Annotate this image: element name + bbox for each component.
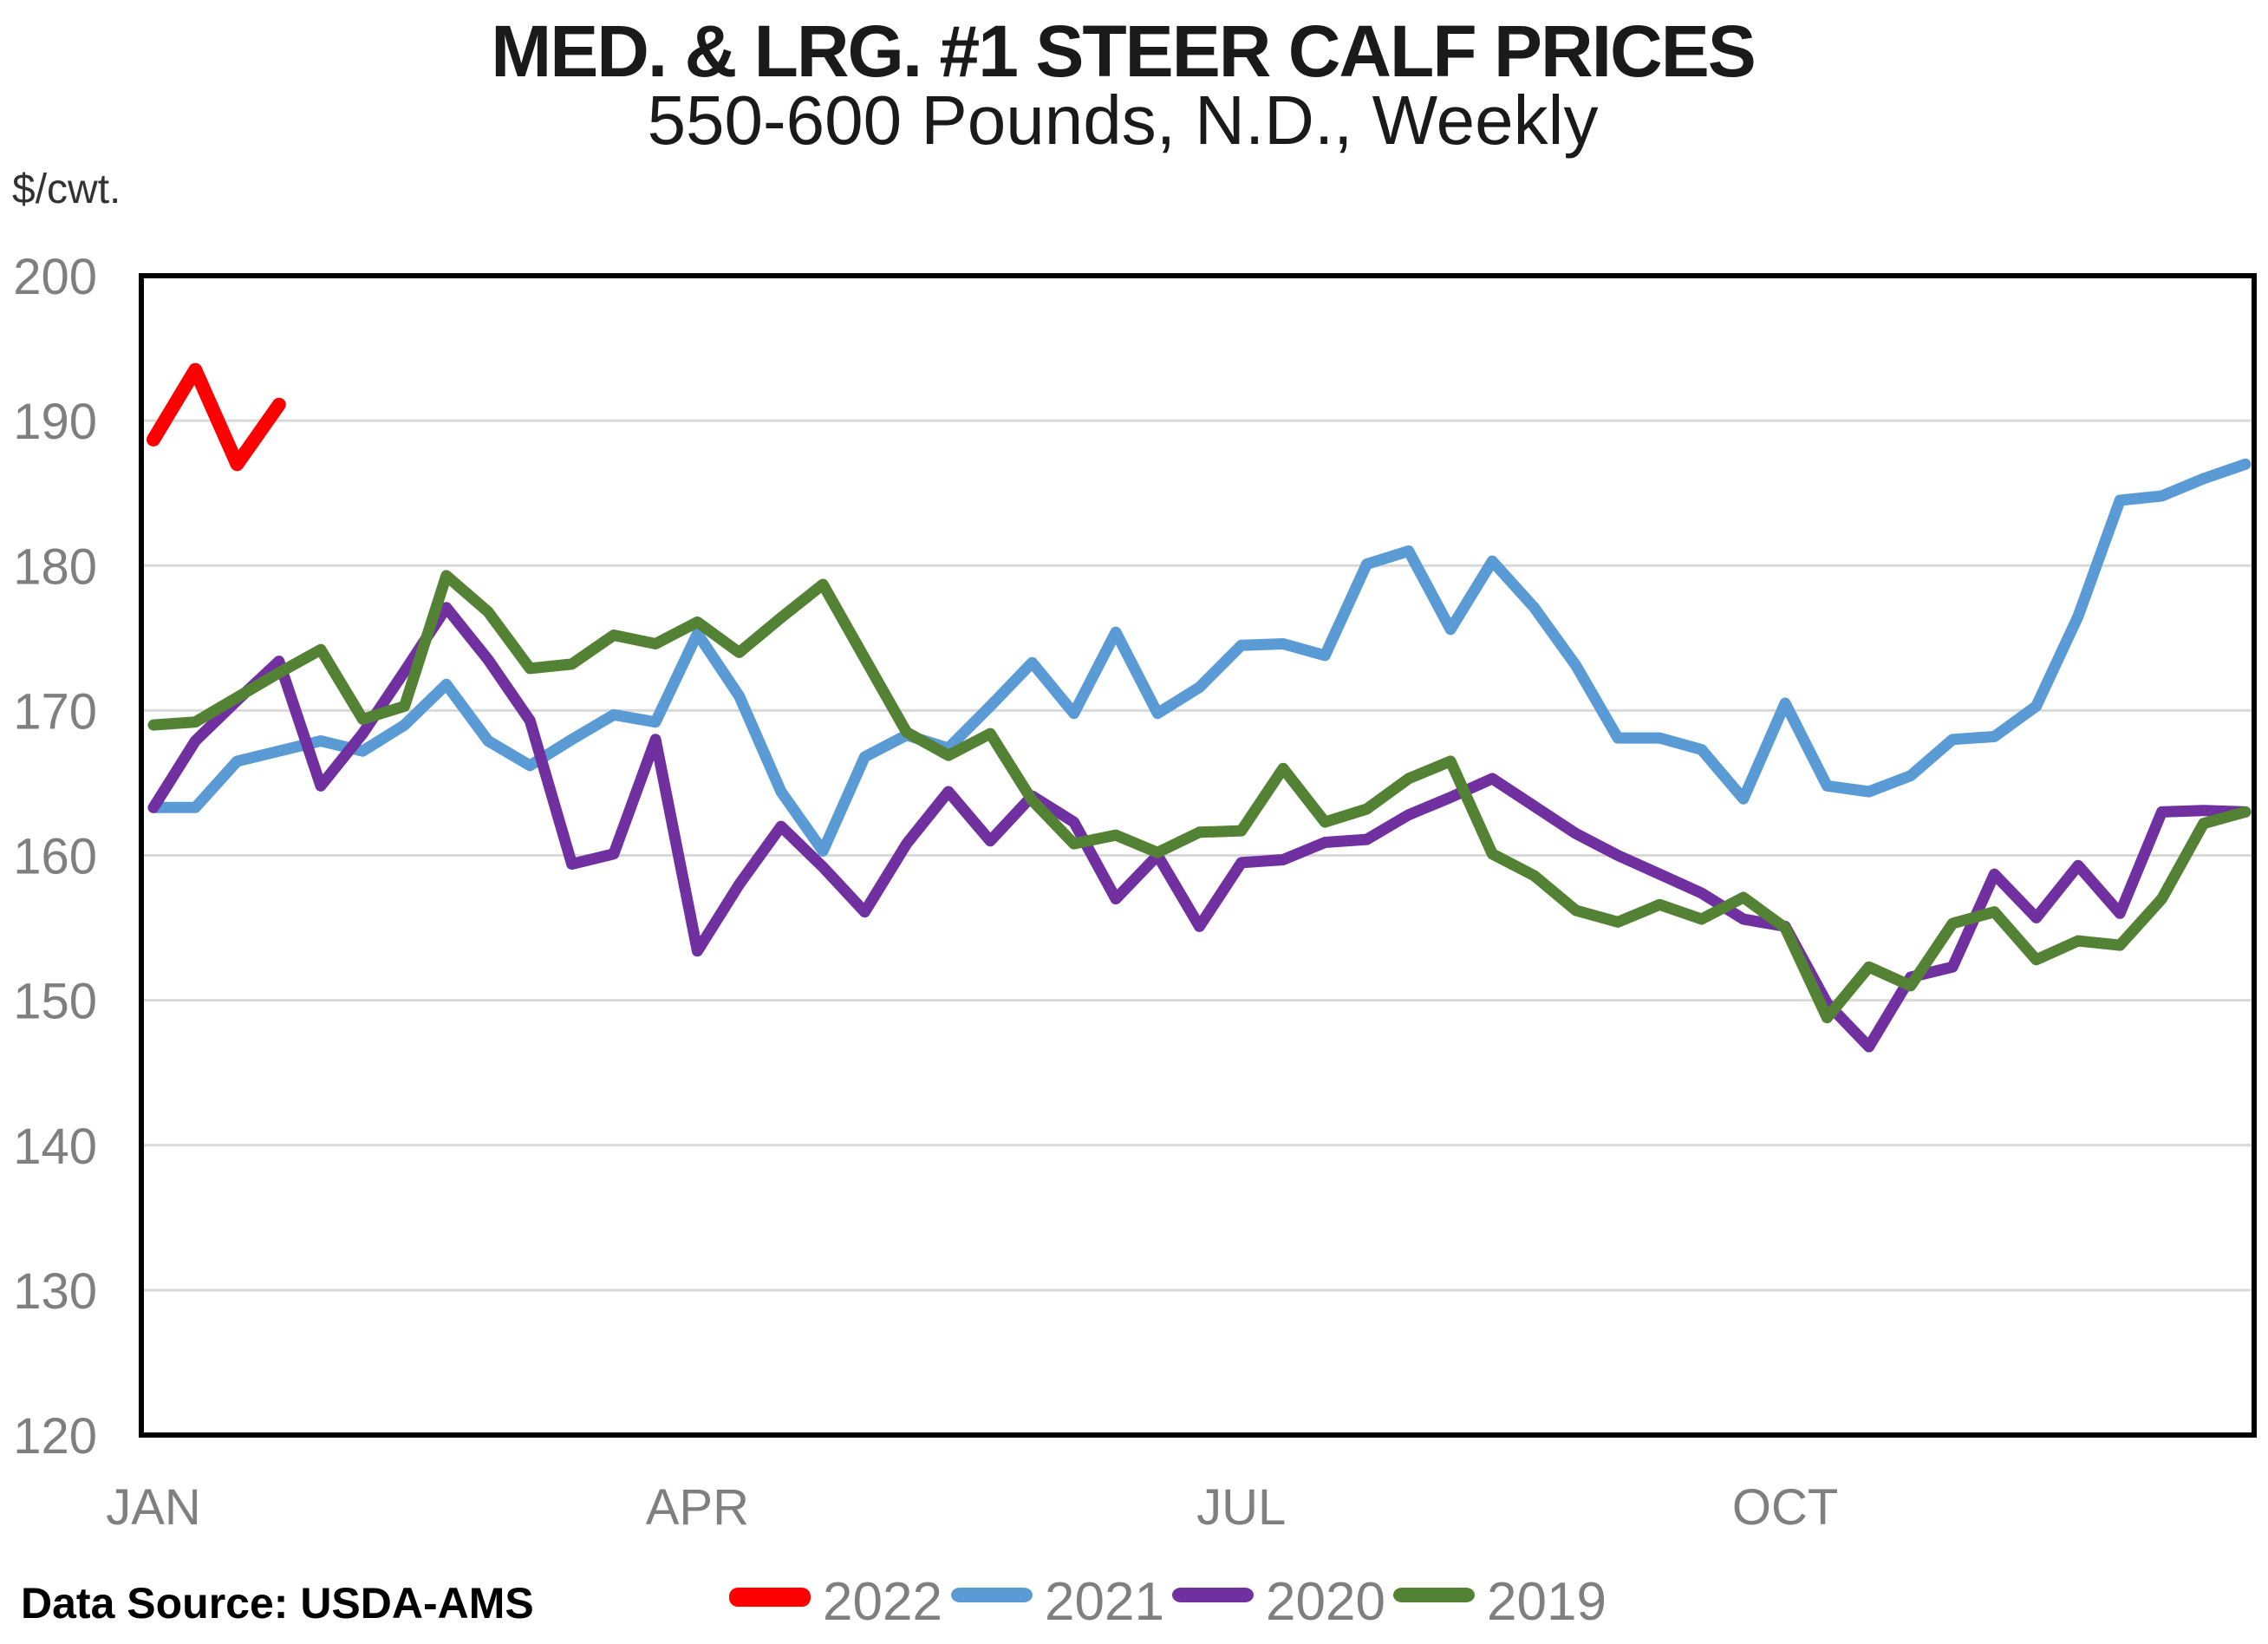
y-tick-label-130: 130 [13,1263,97,1320]
chart-title: MED. & LRG. #1 STEER CALF PRICES [491,10,1755,92]
legend-label-2020: 2020 [1266,1572,1385,1632]
y-tick-label-200: 200 [13,249,97,305]
legend-label-2022: 2022 [823,1572,942,1632]
gridlines [144,419,2252,1292]
y-tick-label-140: 140 [13,1119,97,1175]
x-tick-label-oct: OCT [1732,1479,1838,1536]
legend-swatch-2022 [729,1588,811,1607]
x-tick-label-apr: APR [646,1479,749,1536]
y-tick-label-150: 150 [13,974,97,1030]
y-axis-tick-labels: 200 190 180 170 160 150 140 130 120 [13,249,97,1465]
series-line-2021 [147,458,2252,857]
series-line-2022 [147,362,286,472]
y-tick-label-160: 160 [13,829,97,885]
legend-swatch-2020 [1172,1588,1254,1602]
legend: 2022 2021 2020 2019 [729,1572,1606,1632]
series-line-2019 [147,570,2252,1024]
chart-subtitle: 550-600 Pounds, N.D., Weekly [648,82,1599,159]
x-axis-month-labels: JAN APR JUL OCT [106,1479,1838,1536]
legend-label-2019: 2019 [1487,1572,1606,1632]
y-tick-label-190: 190 [13,394,97,450]
y-tick-label-170: 170 [13,683,97,740]
series-line-2020 [147,602,2252,1053]
plot-border-rect [139,273,2257,1438]
plot-border [139,273,2257,1438]
y-tick-label-120: 120 [13,1408,97,1465]
y-axis-unit-label: $/cwt. [12,166,121,212]
series-lines [147,362,2252,1053]
legend-swatch-2019 [1393,1588,1475,1602]
legend-swatch-2021 [951,1588,1033,1602]
y-tick-label-180: 180 [13,538,97,595]
legend-label-2021: 2021 [1045,1572,1164,1632]
data-source-label: Data Source: USDA-AMS [21,1579,534,1628]
x-tick-label-jul: JUL [1196,1479,1286,1536]
x-tick-label-jan: JAN [106,1479,201,1536]
